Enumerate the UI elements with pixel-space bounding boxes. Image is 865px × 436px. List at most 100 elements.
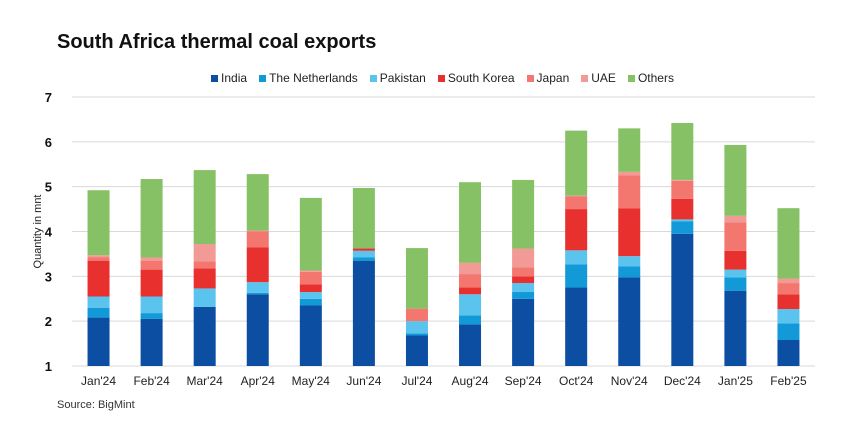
bar-segment-uae <box>459 262 482 275</box>
bar-segment-pakistan <box>565 250 588 265</box>
x-tick-label: May'24 <box>292 374 331 388</box>
bar-segment-india <box>724 290 747 366</box>
bar-segment-the-netherlands <box>405 333 428 336</box>
bar-segment-others <box>246 174 269 231</box>
legend-swatch <box>259 74 267 82</box>
source-note: Source: BigMint <box>57 399 135 411</box>
legend-item: The Netherlands <box>259 71 358 85</box>
bar-segment-the-netherlands <box>246 292 269 295</box>
x-tick-label: Jul'24 <box>401 374 432 388</box>
bar-segment-pakistan <box>299 292 322 299</box>
bar-segment-india <box>405 335 428 366</box>
bar-segment-others <box>193 170 216 245</box>
bar-segment-pakistan <box>618 256 641 267</box>
bar-segment-uae <box>246 230 269 232</box>
y-tick-label: 2 <box>45 314 52 329</box>
chart-title: South Africa thermal coal exports <box>57 31 377 53</box>
bar-segment-south-korea <box>724 250 747 270</box>
bar-segment-south-korea <box>140 269 163 297</box>
bar-segment-uae <box>565 195 588 197</box>
bar-segment-others <box>405 248 428 309</box>
bar-segment-pakistan <box>724 269 747 278</box>
bar-segment-the-netherlands <box>299 298 322 306</box>
bar-segment-south-korea <box>777 294 800 310</box>
bar-segment-the-netherlands <box>352 257 375 261</box>
bar-segment-uae <box>618 171 641 176</box>
y-tick-label: 5 <box>45 180 52 195</box>
y-tick-label: 7 <box>45 90 52 105</box>
legend-swatch <box>627 74 635 82</box>
legend-item: India <box>211 71 247 85</box>
bar-segment-south-korea <box>565 209 588 251</box>
bar-segment-india <box>87 317 110 366</box>
legend-label: Others <box>637 71 674 85</box>
bar-segment-japan <box>618 175 641 209</box>
bar-segment-south-korea <box>352 248 375 251</box>
bar-segment-india <box>459 324 482 366</box>
bar-segment-india <box>618 277 641 366</box>
y-tick-label: 3 <box>45 269 52 284</box>
y-tick-label: 1 <box>45 359 52 374</box>
bar-segment-south-korea <box>193 268 216 289</box>
bar-segment-japan <box>777 283 800 295</box>
legend-label: UAE <box>591 71 616 85</box>
bar-segment-uae <box>777 278 800 284</box>
bar-segment-japan <box>193 261 216 269</box>
legend-item: Japan <box>526 71 570 85</box>
bar-segment-pakistan <box>405 321 428 334</box>
y-tick-label: 4 <box>45 225 53 240</box>
x-tick-label: Feb'25 <box>770 374 807 388</box>
x-tick-label: Mar'24 <box>187 374 224 388</box>
legend-item: Others <box>627 71 674 85</box>
bar-segment-south-korea <box>299 284 322 293</box>
bar-segment-others <box>565 130 588 196</box>
bar-segment-south-korea <box>459 287 482 295</box>
x-tick-label: Feb'24 <box>133 374 170 388</box>
x-tick-label: Aug'24 <box>452 374 489 388</box>
bar-segment-uae <box>724 215 747 223</box>
bar-segment-japan <box>459 274 482 288</box>
x-tick-label: Jun'24 <box>346 374 381 388</box>
bar-segment-south-korea <box>618 208 641 257</box>
bar-segment-uae <box>140 257 163 261</box>
bar-segment-the-netherlands <box>777 323 800 340</box>
x-tick-label: Nov'24 <box>611 374 648 388</box>
bar-segment-others <box>140 179 163 258</box>
bar-segment-others <box>512 179 535 249</box>
bar-segment-india <box>671 233 694 366</box>
bar-segment-pakistan <box>671 219 694 222</box>
x-tick-label: Dec'24 <box>664 374 701 388</box>
bar-segment-pakistan <box>459 294 482 316</box>
legend-label: The Netherlands <box>269 71 358 85</box>
x-tick-label: Oct'24 <box>559 374 594 388</box>
x-tick-label: Sep'24 <box>505 374 542 388</box>
bar-segment-india <box>565 287 588 366</box>
bar-segment-south-korea <box>512 276 535 284</box>
bar-segment-pakistan <box>352 250 375 258</box>
legend-swatch <box>581 74 589 82</box>
bar-segment-pakistan <box>512 283 535 293</box>
bar-segment-the-netherlands <box>87 307 110 318</box>
legend-item: Pakistan <box>369 71 426 85</box>
bar-segment-south-korea <box>671 198 694 220</box>
bar-segment-the-netherlands <box>671 221 694 234</box>
bar-segment-japan <box>512 267 535 277</box>
legend-label: Japan <box>536 71 570 85</box>
bar-segment-uae <box>193 244 216 262</box>
bar-segment-japan <box>405 308 428 322</box>
bar-segment-pakistan <box>777 309 800 324</box>
bar-segment-the-netherlands <box>512 292 535 299</box>
bar-segment-uae <box>512 248 535 268</box>
bar-segment-others <box>724 144 747 216</box>
bar-segment-others <box>777 208 800 279</box>
bar-segment-japan <box>724 222 747 251</box>
bar-segment-the-netherlands <box>459 315 482 325</box>
bar-segment-japan <box>299 271 322 285</box>
bar-segment-the-netherlands <box>618 266 641 278</box>
legend: India The Netherlands Pakistan South Korea J… <box>0 71 865 85</box>
bar-segment-pakistan <box>87 296 110 308</box>
bar-segment-others <box>618 128 641 172</box>
bar-segment-the-netherlands <box>565 264 588 288</box>
